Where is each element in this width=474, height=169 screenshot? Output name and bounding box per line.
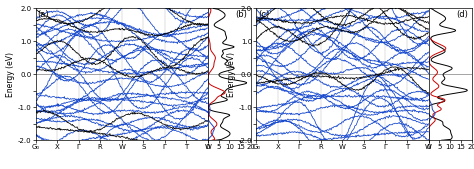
Text: (c): (c)	[258, 10, 269, 19]
Text: (b): (b)	[236, 10, 247, 19]
Text: (d): (d)	[456, 10, 468, 19]
Y-axis label: Energy (eV): Energy (eV)	[6, 52, 15, 97]
Y-axis label: Energy (eV): Energy (eV)	[227, 52, 236, 97]
Text: (a): (a)	[37, 10, 49, 19]
